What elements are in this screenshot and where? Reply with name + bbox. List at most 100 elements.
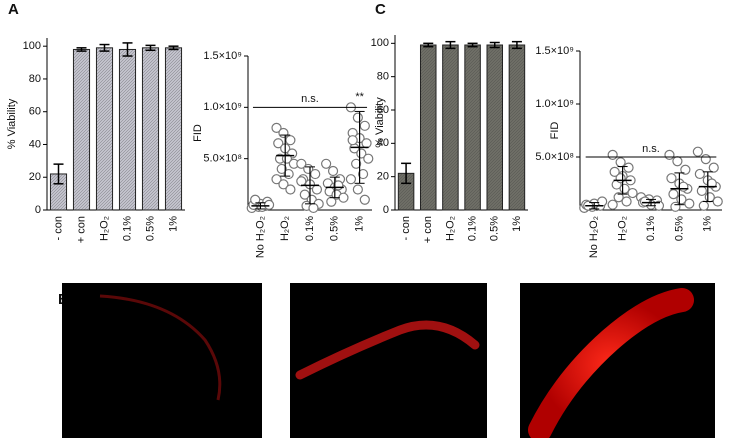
data-point: [263, 199, 275, 210]
x-tick-label: 1%: [702, 216, 714, 232]
bar-hatch: [420, 45, 437, 210]
x-tick-label: 0.1%: [645, 216, 657, 241]
y-tick-label: 80: [29, 73, 41, 85]
y-tick-label: 40: [377, 137, 389, 149]
data-point: [615, 157, 626, 168]
y-tick-label: 80: [377, 71, 389, 83]
bar-hatch: [165, 47, 182, 211]
data-point: [678, 181, 689, 192]
x-tick-label: 0.5%: [329, 216, 341, 241]
x-tick-label: No H₂O₂: [588, 216, 600, 258]
data-point: [684, 198, 695, 209]
data-point: [296, 158, 307, 169]
data-point: [276, 163, 287, 175]
data-point: [352, 184, 363, 195]
data-point: [250, 194, 261, 205]
y-tick-label: 20: [377, 171, 389, 183]
y-tick-label: 100: [23, 40, 41, 52]
data-point: [311, 184, 323, 195]
y-tick-label: 20: [29, 171, 41, 183]
data-point: [326, 196, 337, 207]
data-point: [278, 127, 289, 139]
data-point: [670, 201, 681, 212]
y-tick-label: 1.5×10⁹: [535, 45, 574, 57]
data-point: [615, 173, 626, 184]
x-tick-label: 0.5%: [489, 216, 501, 241]
bar-hatch: [464, 45, 481, 210]
data-point: [607, 199, 618, 210]
data-point: [321, 158, 332, 169]
data-point: [271, 122, 282, 133]
data-point: [700, 154, 711, 165]
data-point: [668, 189, 679, 200]
data-point: [338, 192, 349, 203]
data-point: [351, 158, 362, 169]
data-point: [359, 194, 370, 205]
x-tick-label: + con: [422, 216, 434, 243]
y-axis-label: FID: [192, 124, 204, 142]
bar-hatch: [509, 45, 525, 210]
data-point: [694, 168, 705, 180]
y-tick-label: 0: [35, 204, 41, 216]
x-tick-label: H₂O₂: [98, 216, 110, 241]
data-point: [359, 120, 370, 131]
data-point: [708, 162, 719, 173]
bar-hatch: [142, 47, 159, 211]
data-point: [285, 135, 296, 146]
y-tick-label: 1.5×10⁹: [203, 50, 242, 62]
bar-hatch: [442, 45, 459, 210]
y-tick-label: 40: [29, 138, 41, 150]
data-point: [623, 162, 634, 173]
x-tick-label: 0.5%: [673, 216, 685, 241]
bar-hatch: [96, 47, 113, 211]
x-tick-label: - con: [52, 216, 64, 240]
data-point: [352, 112, 363, 123]
data-point: [696, 185, 707, 197]
x-tick-label: 1%: [354, 216, 366, 232]
bar-hatch: [486, 45, 503, 210]
data-point: [299, 189, 310, 200]
x-tick-label: H₂O₂: [444, 216, 456, 241]
bar-hatch: [398, 173, 414, 210]
data-point: [285, 184, 296, 195]
data-point: [310, 168, 321, 180]
data-point: [613, 192, 624, 203]
data-point: [639, 196, 651, 207]
data-point: [278, 179, 289, 190]
x-tick-label: - con: [400, 216, 412, 240]
x-tick-label: 0.1%: [304, 216, 316, 241]
panel-label: A: [8, 1, 19, 18]
y-tick-label: 1.0×10⁹: [203, 101, 242, 113]
data-point: [607, 149, 618, 160]
data-point: [327, 165, 339, 177]
data-point: [664, 149, 675, 160]
x-tick-label: 0.1%: [121, 216, 133, 241]
data-point: [666, 173, 677, 184]
x-tick-label: H₂O₂: [617, 216, 629, 241]
micrographs: [62, 283, 715, 438]
y-tick-label: 60: [29, 106, 41, 118]
significance: n.s.: [642, 143, 660, 155]
x-tick-label: 1%: [511, 216, 523, 232]
data-point: [345, 174, 357, 185]
y-tick-label: 1.0×10⁹: [535, 98, 574, 110]
data-point: [692, 146, 703, 157]
data-point: [361, 138, 372, 149]
y-tick-label: 0: [383, 204, 389, 216]
x-tick-label: H₂O₂: [279, 216, 291, 241]
y-tick-label: 5.0×10⁸: [535, 151, 574, 163]
data-point: [296, 176, 307, 187]
x-tick-label: + con: [75, 216, 87, 243]
data-point: [609, 166, 620, 177]
data-point: [597, 196, 608, 207]
x-tick-label: No H₂O₂: [254, 216, 266, 258]
bar-hatch: [73, 49, 90, 210]
y-axis-label: FID: [549, 122, 561, 140]
data-point: [672, 156, 683, 167]
y-axis-label: % Viability: [374, 97, 386, 148]
y-tick-label: 60: [377, 104, 389, 116]
panel-label: C: [375, 1, 386, 18]
data-point: [357, 168, 369, 180]
significance: **: [355, 91, 364, 103]
